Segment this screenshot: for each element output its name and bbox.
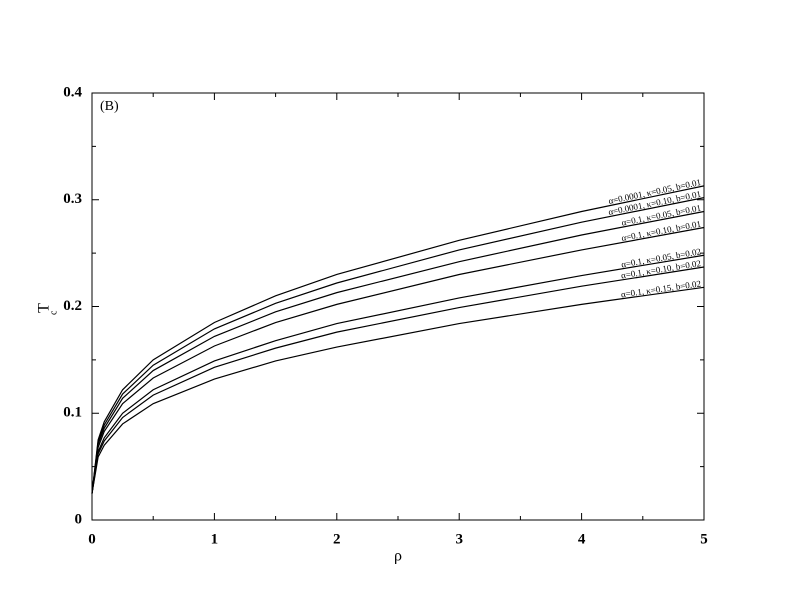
panel-annotation: (B) (100, 99, 119, 114)
x-tick-label: 5 (700, 531, 708, 547)
y-axis-label: T (36, 303, 53, 313)
series-line (91, 286, 705, 494)
x-tick-label: 2 (333, 531, 341, 547)
y-tick-label: 0 (75, 511, 83, 527)
y-tick-label: 0.4 (63, 84, 82, 100)
x-tick-label: 3 (455, 531, 463, 547)
x-tick-label: 4 (578, 531, 586, 547)
x-axis-label: ρ (394, 548, 402, 565)
plot-frame (91, 92, 705, 521)
x-tick-label: 1 (211, 531, 219, 547)
series-label: α=0.1, κ=0.15, b=0.02 (620, 278, 701, 299)
series-line (91, 266, 705, 494)
y-axis-label-subscript: c (48, 310, 59, 315)
series-line (91, 210, 705, 494)
y-tick-label: 0.2 (63, 298, 82, 314)
y-axis-label-group: T c (36, 303, 60, 315)
series-line (91, 226, 705, 494)
series-line (91, 197, 705, 494)
series-line (91, 254, 705, 494)
y-tick-label: 0.1 (63, 405, 82, 421)
x-tick-label: 0 (88, 531, 96, 547)
series-line (91, 185, 705, 494)
y-tick-label: 0.3 (63, 191, 82, 207)
